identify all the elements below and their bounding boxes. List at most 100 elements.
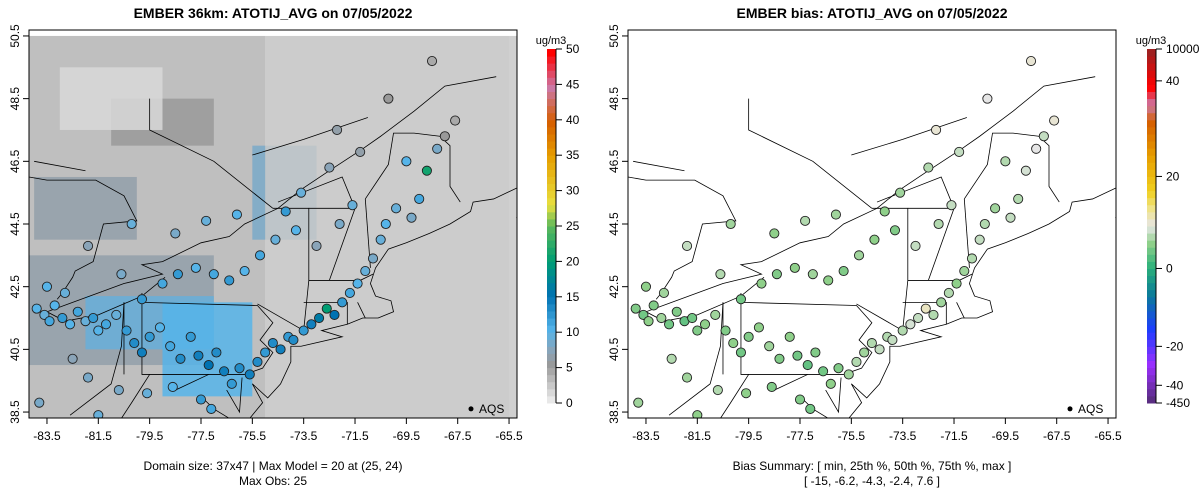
station-point [974, 234, 985, 245]
colorbar-tick-label: 35 [566, 148, 580, 162]
colorbar-swatch [547, 310, 556, 319]
colorbar-swatch [1147, 197, 1156, 206]
state-border [257, 303, 304, 331]
station-point [830, 209, 841, 220]
state-border [364, 132, 461, 203]
state-border [740, 292, 873, 375]
y-tick-label: 42.5 [8, 275, 22, 299]
station-point [720, 325, 731, 336]
state-border [720, 374, 749, 418]
station-point [360, 265, 371, 277]
station-point [823, 275, 834, 286]
x-tick-label: -77.5 [187, 429, 215, 443]
station-point [195, 394, 207, 405]
colorbar-swatch [1147, 303, 1156, 312]
state-border [272, 207, 310, 331]
colorbar-swatch [1147, 325, 1156, 333]
colorbar-swatch [1147, 155, 1156, 163]
station-point [206, 403, 217, 414]
colorbar-swatch [1147, 332, 1156, 340]
colorbar-swatch [1147, 226, 1156, 234]
station-point [288, 334, 299, 346]
colorbar-swatch [547, 218, 556, 227]
colorbar-swatch [1147, 374, 1156, 383]
station-point [923, 162, 934, 173]
station-point [136, 347, 148, 358]
colorbar-swatch [1147, 204, 1156, 213]
x-tick-label: -77.5 [786, 429, 814, 443]
station-point [226, 378, 237, 389]
station-point [406, 212, 417, 223]
map-title: EMBER bias: ATOTIJ_AVG on 07/05/2022 [736, 5, 1007, 21]
state-border [956, 302, 965, 319]
colorbar-swatch [1147, 310, 1156, 319]
state-border [328, 208, 356, 281]
colorbar-swatch [547, 254, 556, 262]
x-tick-label: -83.5 [33, 429, 61, 443]
station-point [905, 319, 916, 330]
colorbar-tick-label: 45 [566, 77, 580, 91]
station-point [344, 287, 355, 298]
station-point [172, 269, 183, 280]
station-point [851, 356, 862, 367]
station-point [712, 385, 723, 396]
station-point [116, 269, 127, 280]
y-tick-label: 48.5 [8, 87, 22, 111]
station-point [329, 309, 340, 320]
x-tick-label: -75.5 [838, 429, 866, 443]
station-point [154, 322, 165, 333]
colorbar-tick-label: 10000 [1166, 42, 1200, 56]
model-grid-cell [34, 176, 137, 240]
colorbar-swatch [547, 197, 556, 206]
colorbar-swatch [547, 339, 556, 347]
station-point [401, 156, 412, 167]
station-point [810, 347, 821, 358]
y-tick-label: 38.5 [8, 400, 22, 424]
station-point [421, 165, 432, 176]
station-point [331, 124, 343, 136]
station-point [630, 303, 641, 314]
station-point [692, 325, 703, 336]
station-point [784, 331, 795, 342]
colorbar-swatch [547, 204, 556, 213]
colorbar-swatch [1147, 360, 1156, 369]
colorbar-swatch [1147, 98, 1156, 107]
aqs-legend-marker [468, 406, 474, 412]
station-point [933, 218, 944, 230]
colorbar-swatch [547, 119, 556, 128]
colorbar-swatch [1147, 275, 1156, 284]
station-point [337, 297, 348, 308]
y-tick-label: 40.5 [607, 337, 621, 361]
colorbar-swatch [1147, 84, 1156, 92]
station-point [296, 187, 307, 198]
colorbar-swatch [1147, 218, 1156, 227]
colorbar-swatch [547, 303, 556, 312]
colorbar-swatch [1147, 388, 1156, 397]
y-tick-label: 50.5 [8, 24, 22, 48]
colorbar-swatch [1147, 268, 1156, 277]
y-tick-label: 46.5 [8, 149, 22, 173]
station-point [664, 319, 675, 330]
state-border [774, 374, 808, 391]
state-border [141, 292, 274, 375]
x-tick-label: -83.5 [632, 429, 660, 443]
station-point [979, 218, 990, 230]
colorbar-swatch [547, 233, 556, 241]
station-point [121, 325, 132, 336]
station-point [34, 397, 45, 408]
colorbar-tick-label: 10 [566, 325, 580, 339]
colorbar-swatch [547, 176, 556, 185]
station-point [833, 363, 844, 374]
colorbar-swatch [547, 112, 556, 121]
x-tick-label: -79.5 [136, 429, 164, 443]
station-point [930, 124, 942, 136]
x-tick-label: -67.5 [444, 429, 472, 443]
station-point [314, 312, 325, 324]
station-point [789, 262, 800, 273]
station-point [57, 312, 68, 324]
station-point [866, 338, 877, 349]
colorbar-swatch [547, 49, 556, 57]
station-point [201, 215, 212, 226]
station-point [897, 325, 908, 336]
